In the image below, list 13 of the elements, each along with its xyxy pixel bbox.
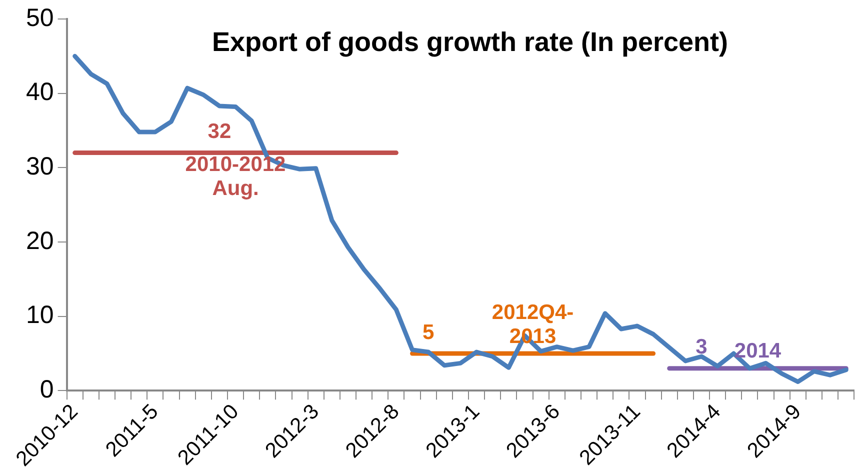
- y-tick-label: 30: [26, 152, 54, 181]
- y-tick-label: 40: [26, 78, 54, 106]
- data-label: 32: [208, 120, 232, 144]
- chart-title: Export of goods growth rate (In percent): [212, 27, 728, 57]
- series-label: 2010-2012 Aug.: [185, 153, 286, 200]
- y-tick-label: 0: [40, 376, 54, 404]
- series-label: 2014: [734, 340, 782, 363]
- y-tick-label: 50: [26, 4, 54, 32]
- data-label: 3: [696, 336, 708, 359]
- y-tick-label: 10: [26, 301, 54, 330]
- series-label: 2012Q4-2013: [492, 300, 574, 348]
- data-label: 5: [422, 320, 434, 344]
- y-tick-label: 20: [26, 226, 54, 255]
